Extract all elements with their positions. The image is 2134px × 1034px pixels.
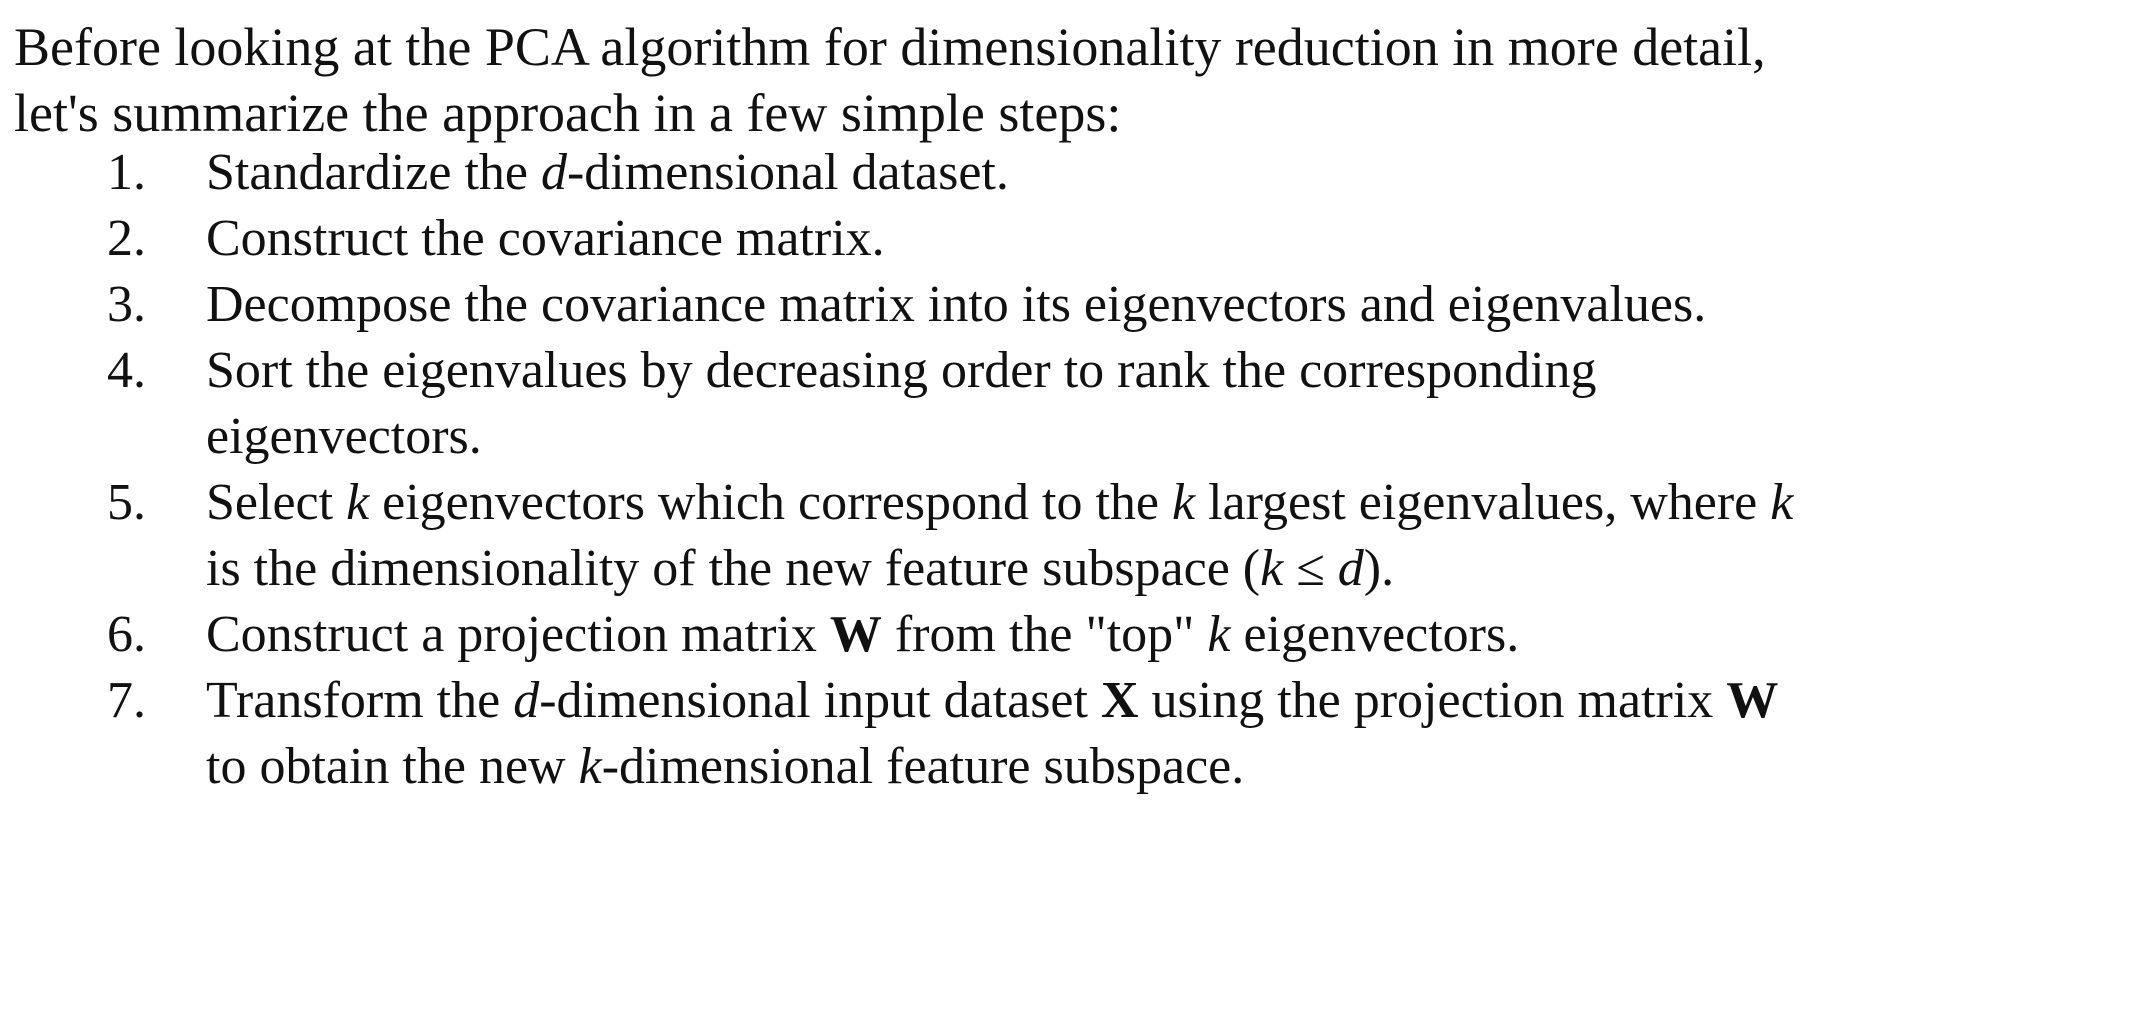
intro-line-1: Before looking at the PCA algorithm for … (14, 17, 1766, 77)
step-text: Construct a projection matrix W from the… (206, 606, 1520, 663)
step-text: Standardize the d-dimensional dataset. (206, 144, 1009, 201)
step-number: 7. (107, 672, 146, 729)
step-number: 2. (107, 210, 146, 267)
step-number: 4. (107, 342, 146, 399)
step-text: Decompose the covariance matrix into its… (206, 276, 1707, 333)
step-number: 1. (107, 144, 146, 201)
step-text: Select k eigenvectors which correspond t… (206, 474, 1794, 597)
step-text: Sort the eigenvalues by decreasing order… (206, 342, 1597, 465)
intro-paragraph: Before looking at the PCA algorithm for … (14, 14, 2094, 146)
step-number: 5. (107, 474, 146, 531)
step-number: 6. (107, 606, 146, 663)
intro-line-2: let's summarize the approach in a few si… (14, 83, 1122, 143)
step-text: Construct the covariance matrix. (206, 210, 885, 267)
step-text: Transform the d-dimensional input datase… (206, 672, 1779, 795)
step-number: 3. (107, 276, 146, 333)
